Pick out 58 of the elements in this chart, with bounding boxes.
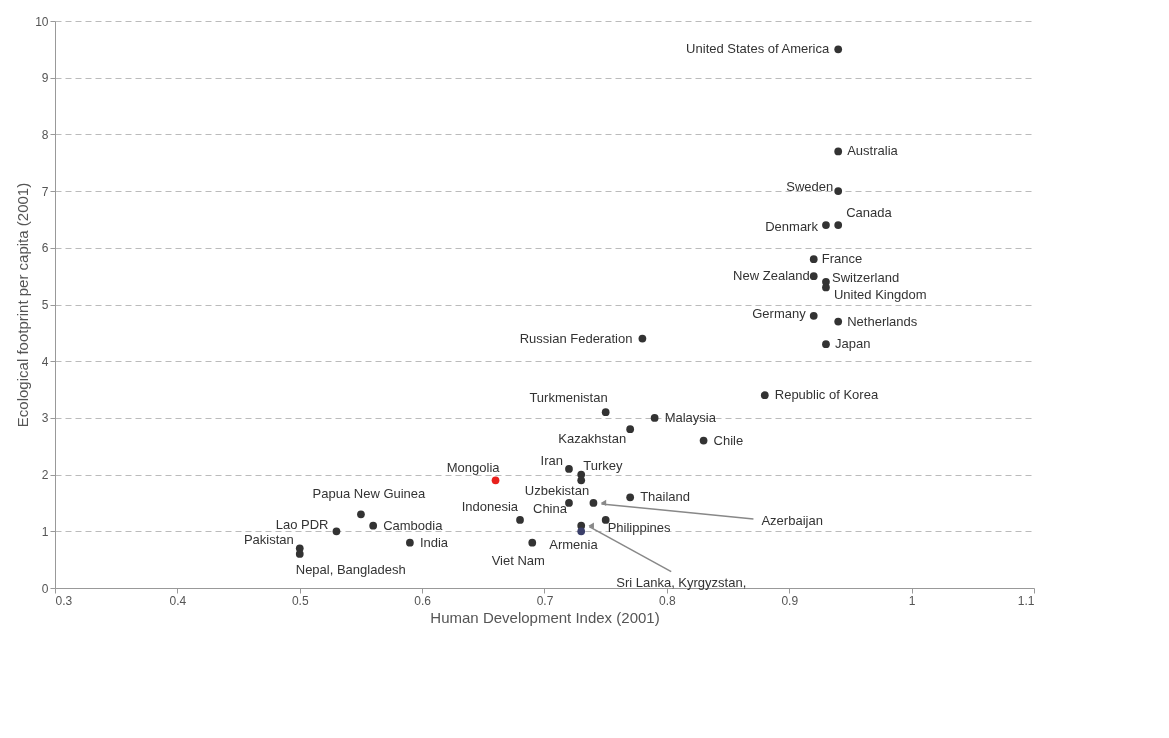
- x-axis-title: Human Development Index (2001): [430, 608, 660, 626]
- annotation: Iran: [540, 452, 563, 468]
- x-tick-label: 0.6: [414, 593, 432, 608]
- annotation: New Zealand: [733, 268, 810, 284]
- annotation: Indonesia: [461, 498, 519, 514]
- annotation: Republic of Korea: [774, 387, 879, 403]
- annotation: Mongolia: [446, 460, 501, 476]
- annotation: India: [419, 534, 449, 550]
- y-tick-label: 2: [41, 468, 49, 483]
- annotation: Germany: [752, 305, 807, 321]
- y-tick-label: 10: [35, 14, 49, 29]
- annotation: Armenia: [549, 537, 599, 553]
- y-axis-title: Ecological footprint per capita (2001): [14, 182, 32, 428]
- annotation: Netherlands: [847, 313, 918, 329]
- y-tick-label: 0: [41, 581, 49, 596]
- y-tick-label: 7: [41, 184, 49, 199]
- annotation: Nepal, Bangladesh: [295, 561, 406, 577]
- y-tick-label: 9: [41, 71, 49, 86]
- annotation: Kazakhstan: [558, 431, 627, 447]
- y-tick-label: 5: [41, 298, 49, 312]
- y-tick-label: 3: [41, 411, 49, 426]
- x-tick-label: 0.8: [659, 593, 677, 608]
- x-tick-label: 0.9: [781, 593, 799, 608]
- annotation: Cambodia: [383, 517, 444, 533]
- annotation: United States of America: [686, 41, 830, 57]
- annotation: Canada: [846, 205, 893, 221]
- annotation: Philippines: [607, 519, 672, 535]
- annotation: Sri Lanka, Kyrgyzstan,: [616, 574, 747, 590]
- y-tick-label: 6: [41, 241, 49, 256]
- annotation: United Kingdom: [833, 287, 927, 303]
- annotation: Thailand: [640, 489, 691, 505]
- annotation: Sweden: [786, 179, 834, 195]
- annotation: Viet Nam: [491, 552, 545, 568]
- x-tick-label: 0.3: [55, 593, 73, 608]
- annotation: Denmark: [765, 219, 819, 235]
- annotation: France: [821, 251, 863, 267]
- annotation: Uzbekistan: [524, 482, 590, 498]
- y-tick-label: 1: [41, 524, 49, 539]
- y-tick-label: 4: [41, 354, 49, 369]
- annotation: Pakistan: [243, 532, 294, 548]
- annotation: Australia: [847, 143, 899, 159]
- annotation: Chile: [713, 432, 744, 448]
- annotation: Switzerland: [831, 269, 900, 285]
- x-tick-label: 0.4: [169, 593, 187, 608]
- x-tick-label: 1.1: [1017, 593, 1035, 608]
- annotation: Malaysia: [664, 409, 717, 425]
- annotation: Lao PDR: [275, 517, 329, 533]
- annotation: Russian Federation: [519, 330, 633, 346]
- annotation: Japan: [834, 336, 871, 352]
- x-tick-label: 0.7: [536, 593, 554, 608]
- x-tick-label: 0.5: [291, 593, 309, 608]
- annotation: Azerbaijan: [761, 512, 823, 528]
- y-tick-label: 8: [41, 127, 49, 142]
- annotation: China: [533, 500, 568, 516]
- annotation: Turkey: [583, 457, 623, 473]
- x-tick-label: 1: [908, 593, 916, 608]
- annotation: Turkmenistan: [529, 390, 608, 406]
- annotation: Papua New Guinea: [312, 486, 427, 502]
